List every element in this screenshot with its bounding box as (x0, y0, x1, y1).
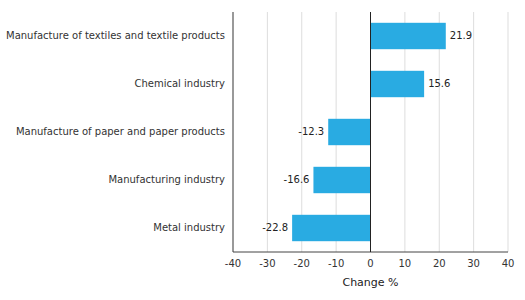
y-axis-labels: Metal industry Manufacturing industry Manu… (6, 30, 225, 233)
bar (371, 23, 446, 49)
data-labels: -22.8 -16.6 -12.3 15.6 21.9 (262, 30, 472, 233)
bars (292, 23, 446, 241)
grid (233, 12, 508, 252)
category-label: Manufacturing industry (108, 174, 225, 185)
zero-line (370, 12, 371, 252)
data-label: 15.6 (428, 78, 450, 89)
data-label: -12.3 (298, 126, 324, 137)
category-label: Manufacture of paper and paper products (16, 126, 225, 137)
grid-line (473, 12, 474, 252)
bar (328, 119, 370, 145)
x-tick-label: -20 (294, 258, 310, 269)
grid-line (508, 12, 509, 252)
data-label: -22.8 (262, 222, 288, 233)
x-axis-title: Change % (342, 276, 398, 289)
x-tick-label: 20 (433, 258, 446, 269)
bar (371, 71, 425, 97)
x-tick-label: 0 (367, 258, 373, 269)
x-axis-ticks: -40 -30 -20 -10 0 10 20 30 40 (225, 258, 515, 269)
category-label: Manufacture of textiles and textile prod… (6, 30, 225, 41)
x-tick-label: -10 (328, 258, 344, 269)
bar (292, 215, 370, 241)
grid-line (233, 12, 234, 252)
grid-line (267, 12, 268, 252)
data-label: 21.9 (450, 30, 472, 41)
bar (313, 167, 370, 193)
zero-line (370, 12, 371, 252)
x-tick-label: 40 (502, 258, 515, 269)
chart: Metal industry Manufacturing industry Manu… (0, 0, 525, 300)
y-axis-line (233, 12, 234, 252)
x-tick-label: 30 (467, 258, 480, 269)
data-label: -16.6 (284, 174, 310, 185)
x-tick-label: -40 (225, 258, 241, 269)
category-label: Metal industry (153, 222, 225, 233)
x-tick-label: 10 (399, 258, 412, 269)
x-tick-label: -30 (259, 258, 275, 269)
category-label: Chemical industry (134, 78, 225, 89)
